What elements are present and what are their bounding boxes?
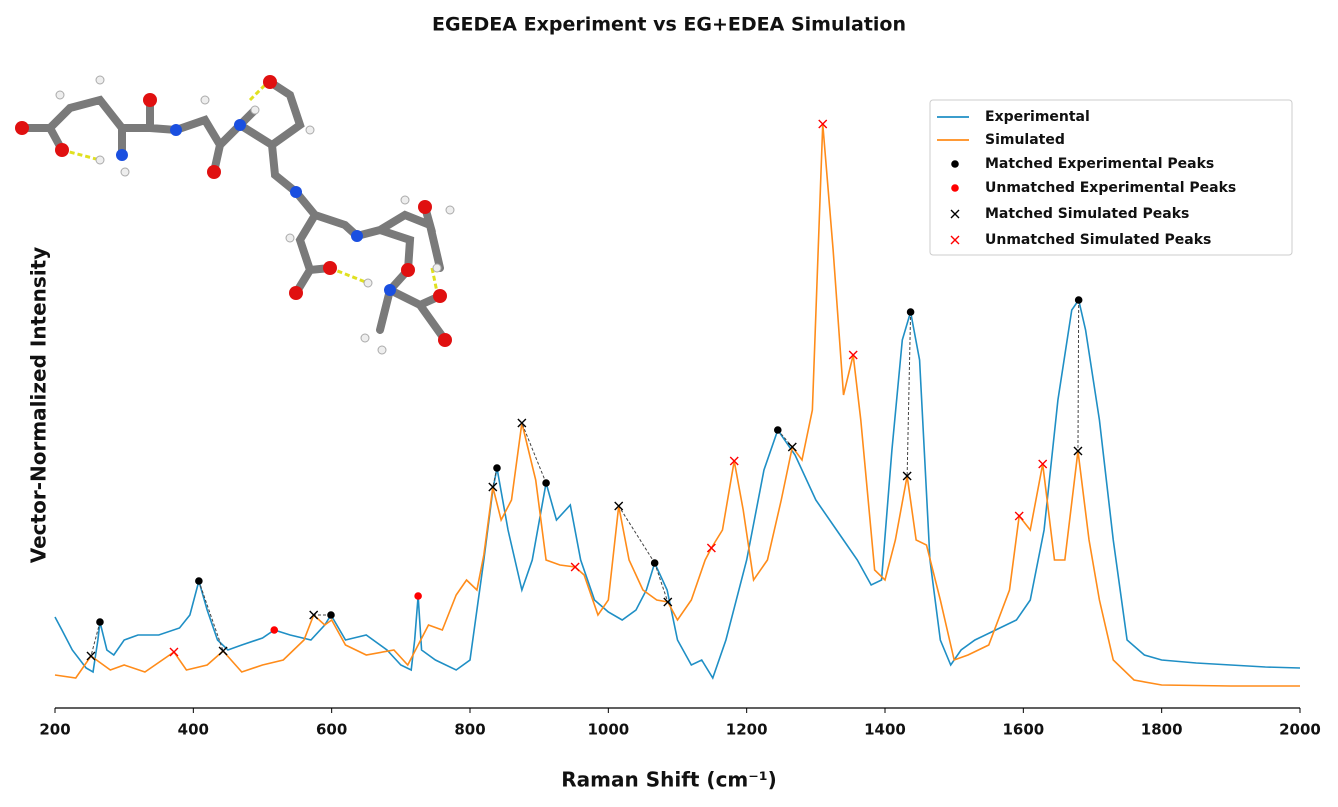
peak-marker — [650, 559, 659, 567]
atom — [305, 125, 315, 135]
legend-box — [929, 99, 1293, 256]
match-link — [654, 562, 669, 603]
match-link — [906, 311, 912, 477]
peak-marker — [86, 651, 96, 661]
x-tick-label: 1000 — [587, 721, 629, 739]
atom — [377, 345, 387, 355]
atom — [207, 165, 221, 179]
atom — [401, 263, 415, 277]
x-tick-label: 1800 — [1141, 721, 1183, 739]
atom — [400, 195, 410, 205]
x-tick-label: 1200 — [726, 721, 768, 739]
peak-marker — [488, 482, 498, 492]
molecule — [15, 75, 455, 355]
x-axis-label: Raman Shift (cm⁻¹) — [561, 768, 776, 792]
match-link — [492, 467, 498, 488]
atom — [323, 261, 337, 275]
match-link — [777, 429, 793, 448]
legend-label: Matched Simulated Peaks — [985, 206, 1189, 222]
peak-marker — [570, 562, 580, 572]
atom — [143, 93, 157, 107]
legend-swatch — [951, 184, 959, 192]
peak-marker — [1073, 446, 1083, 456]
peak-marker — [169, 647, 179, 657]
peak-marker — [906, 308, 915, 316]
x-tick-label: 800 — [454, 721, 485, 739]
atom — [384, 284, 396, 296]
peak-marker — [706, 543, 716, 553]
atom — [170, 124, 182, 136]
peak-marker — [729, 456, 739, 466]
legend-swatch — [951, 160, 959, 168]
x-tick-label: 400 — [178, 721, 209, 739]
atom — [15, 121, 29, 135]
peak-marker — [493, 464, 501, 472]
atom — [55, 143, 69, 157]
atom — [290, 186, 302, 198]
atom — [200, 95, 210, 105]
x-tick-label: 600 — [316, 721, 347, 739]
peak-marker — [517, 418, 527, 428]
peak-marker — [848, 350, 858, 360]
peak-marker — [414, 592, 422, 600]
legend-swatch — [950, 235, 960, 245]
series-line — [54, 298, 1301, 680]
atom — [234, 119, 246, 131]
atom — [360, 333, 370, 343]
peak-marker — [218, 646, 228, 656]
match-link — [198, 580, 224, 652]
peak-marker — [902, 471, 912, 481]
atom — [120, 167, 130, 177]
chart-title: EGEDEA Experiment vs EG+EDEA Simulation — [432, 14, 906, 36]
y-axis-label: Vector-Normalized Intensity — [27, 247, 51, 564]
match-link — [618, 505, 656, 564]
x-tick-label: 2000 — [1279, 721, 1321, 739]
peak-marker — [773, 426, 782, 434]
atom — [55, 90, 65, 100]
peak-marker — [270, 626, 279, 634]
atom — [263, 75, 277, 89]
peak-marker — [1014, 511, 1024, 521]
match-link — [90, 621, 101, 657]
legend-label: Unmatched Experimental Peaks — [985, 180, 1236, 196]
atom — [438, 333, 452, 347]
legend-label: Matched Experimental Peaks — [985, 156, 1214, 172]
x-tick-label: 1400 — [864, 721, 906, 739]
match-link — [521, 422, 547, 484]
series-line — [54, 123, 1300, 687]
legend-label: Experimental — [985, 109, 1090, 125]
atom — [116, 149, 128, 161]
atom — [363, 278, 373, 288]
atom — [95, 75, 105, 85]
x-tick-label: 200 — [39, 721, 70, 739]
peak-marker — [614, 501, 624, 511]
peak-marker — [195, 577, 203, 585]
peak-marker — [96, 618, 104, 626]
peak-marker — [818, 119, 828, 129]
legend-label: Unmatched Simulated Peaks — [985, 232, 1211, 248]
peak-marker — [327, 611, 335, 619]
atom — [289, 286, 303, 300]
atom — [433, 289, 447, 303]
peak-marker — [787, 442, 797, 452]
atom — [432, 263, 442, 273]
peak-marker — [663, 597, 673, 607]
x-tick-label: 1600 — [1002, 721, 1044, 739]
match-link — [1077, 299, 1080, 452]
atom — [95, 155, 105, 165]
peak-marker — [1074, 296, 1083, 304]
atom — [351, 230, 363, 242]
atom — [250, 105, 260, 115]
legend-swatch — [950, 209, 960, 219]
molecule-bonds — [18, 78, 449, 344]
peak-marker — [542, 479, 550, 487]
atom — [445, 205, 455, 215]
hydrogen-bonds — [61, 83, 439, 293]
atom — [418, 200, 432, 214]
peak-marker — [1038, 459, 1048, 469]
atom — [285, 233, 295, 243]
legend-label: Simulated — [985, 132, 1065, 148]
peak-marker — [309, 610, 319, 620]
